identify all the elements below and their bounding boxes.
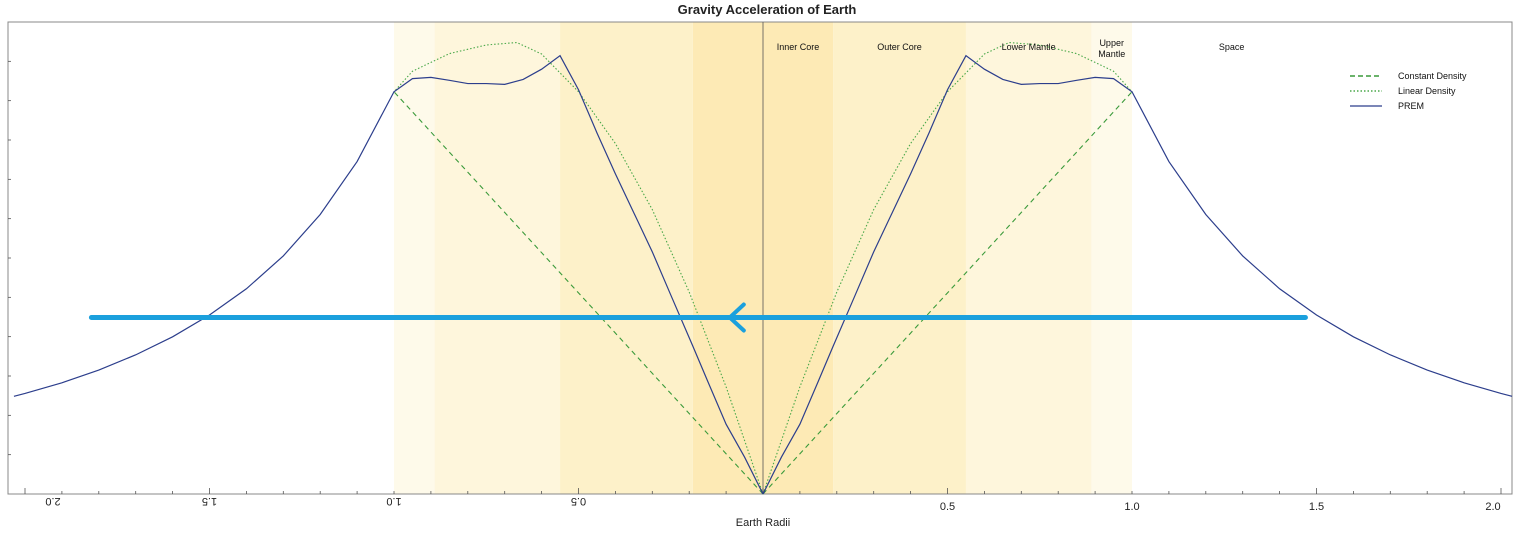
x-tick-label-right: 2.0 <box>1485 501 1500 513</box>
legend: Constant Density Linear Density PREM <box>1350 71 1467 111</box>
region-band-left-1 <box>560 22 693 494</box>
region-label: Lower Mantle <box>1002 42 1056 52</box>
x-tick-label-left: 1.5 <box>202 495 217 507</box>
region-label: Inner Core <box>777 42 820 52</box>
region-band-left-0 <box>692 22 763 494</box>
x-tick-label-left: 1.0 <box>386 495 401 507</box>
series-2-right <box>762 54 1513 495</box>
legend-label: PREM <box>1398 101 1424 111</box>
region-label-line2: Mantle <box>1098 49 1125 59</box>
annotation-arrow <box>88 302 1308 333</box>
x-tick-label-right: 1.5 <box>1309 501 1324 513</box>
series-0-left <box>393 91 764 495</box>
region-labels: Inner Core Outer Core Lower Mantle UpperMan… <box>777 38 1245 59</box>
series-2-left <box>13 54 764 495</box>
region-label: Space <box>1219 42 1245 52</box>
region-band-right-1 <box>833 22 966 494</box>
region-band-right-3 <box>1091 22 1132 494</box>
region-band-left-3 <box>394 22 435 494</box>
region-label: Upper <box>1099 38 1124 48</box>
region-band-left-2 <box>434 22 561 494</box>
x-tick-label-left: 0.5 <box>571 495 586 507</box>
x-axis-label: Earth Radii <box>736 517 790 529</box>
legend-label: Linear Density <box>1398 86 1456 96</box>
region-bands <box>394 22 1132 494</box>
legend-label: Constant Density <box>1398 71 1467 81</box>
chart-title: Gravity Acceleration of Earth <box>678 2 857 17</box>
region-label: Outer Core <box>877 42 922 52</box>
series-0-right <box>762 91 1133 495</box>
x-tick-label-right: 0.5 <box>940 501 955 513</box>
series-lines <box>13 41 1513 495</box>
axes: 0.5 1.0 1.5 2.0 2.0 1.5 1.0 0.5 <box>7 21 1513 513</box>
x-tick-label-right: 1.0 <box>1124 501 1139 513</box>
x-tick-label-left: 2.0 <box>45 495 60 507</box>
annotation-arrowhead <box>727 302 746 333</box>
region-band-right-0 <box>763 22 834 494</box>
region-band-right-2 <box>965 22 1092 494</box>
